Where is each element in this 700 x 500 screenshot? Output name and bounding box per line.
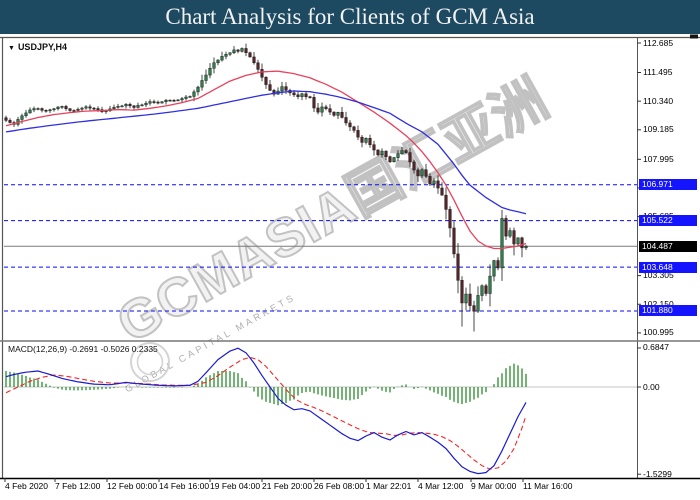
candlestick-series [4, 43, 528, 332]
macd-main-line [5, 347, 527, 475]
chart-borders [0, 34, 700, 480]
macd-signal-line [5, 356, 527, 470]
axis-tick-marks [4, 42, 641, 482]
symbol-selector[interactable]: ▼ USDJPY,H4 [8, 42, 67, 52]
page-title: Chart Analysis for Clients of GCM Asia [165, 4, 535, 29]
symbol-label: USDJPY,H4 [17, 42, 67, 52]
support-resistance-lines [4, 184, 637, 312]
ma-slow-line [5, 90, 527, 215]
title-bar: Chart Analysis for Clients of GCM Asia [0, 0, 700, 34]
macd-indicator-label: MACD(12,26,9) -0.2691 -0.5026 0.2335 [8, 344, 158, 354]
watermark-logo-rings [130, 342, 170, 382]
window-corner-mark [690, 34, 698, 39]
dropdown-arrow-icon: ▼ [8, 45, 15, 52]
ma-fast-line [5, 70, 527, 250]
macd-histogram [5, 363, 527, 406]
